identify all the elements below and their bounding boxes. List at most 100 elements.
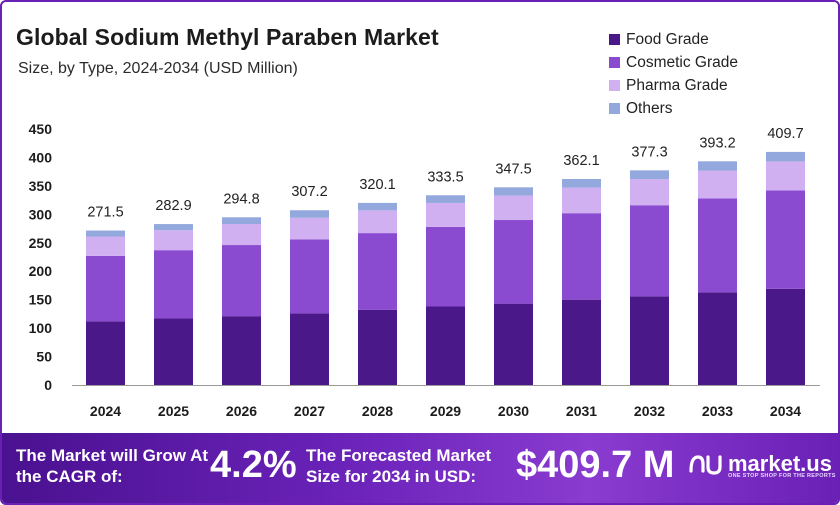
total-label-2027: 307.2	[291, 184, 327, 200]
y-tick-label: 300	[29, 206, 53, 222]
bar-others-2027	[290, 210, 329, 218]
bar-food-grade-2024	[86, 321, 125, 385]
bar-food-grade-2029	[426, 306, 465, 385]
cagr-label: The Market will Grow At the CAGR of:	[16, 446, 209, 486]
y-tick-label: 350	[29, 178, 53, 194]
x-tick-label-2034: 2034	[770, 403, 801, 419]
bar-food-grade-2034	[766, 288, 805, 385]
total-label-2025: 282.9	[155, 198, 191, 214]
bar-others-2029	[426, 195, 465, 203]
bar-cosmetic-grade-2026	[222, 245, 261, 317]
legend-label-cosmetic-grade: Cosmetic Grade	[626, 53, 738, 71]
total-label-2029: 333.5	[427, 169, 463, 185]
bar-pharma-grade-2030	[494, 195, 533, 221]
bar-pharma-grade-2033	[698, 170, 737, 199]
bar-others-2026	[222, 217, 261, 225]
bar-cosmetic-grade-2024	[86, 255, 125, 322]
bar-cosmetic-grade-2028	[358, 233, 397, 310]
bar-others-2030	[494, 187, 533, 196]
x-tick-label-2028: 2028	[362, 403, 393, 419]
brand-tagline: ONE STOP SHOP FOR THE REPORTS	[728, 473, 836, 479]
legend-label-pharma-grade: Pharma Grade	[626, 76, 728, 94]
y-tick-label: 100	[29, 320, 53, 336]
bar-food-grade-2027	[290, 313, 329, 385]
legend-item-food-grade: Food Grade	[609, 28, 738, 51]
total-label-2031: 362.1	[563, 153, 599, 169]
bar-food-grade-2030	[494, 303, 533, 385]
x-tick-label-2033: 2033	[702, 403, 733, 419]
legend-label-food-grade: Food Grade	[626, 30, 709, 48]
x-tick-label-2025: 2025	[158, 403, 189, 419]
bar-food-grade-2033	[698, 292, 737, 385]
bar-others-2031	[562, 179, 601, 188]
total-label-2033: 393.2	[699, 135, 735, 151]
bar-food-grade-2028	[358, 309, 397, 385]
bar-cosmetic-grade-2029	[426, 226, 465, 307]
y-tick-label: 200	[29, 263, 53, 279]
x-tick-label-2032: 2032	[634, 403, 665, 419]
total-label-2034: 409.7	[767, 126, 803, 142]
x-tick-label-2029: 2029	[430, 403, 461, 419]
legend-swatch-others	[609, 103, 620, 114]
total-label-2032: 377.3	[631, 144, 667, 160]
bar-food-grade-2032	[630, 296, 669, 385]
y-axis-labels: 0 50 100 150 200 250 300 350 400 450	[29, 121, 53, 393]
brand-logo-group[interactable]: market.us	[688, 449, 832, 479]
bar-pharma-grade-2028	[358, 210, 397, 234]
bar-pharma-grade-2027	[290, 217, 329, 240]
bar-others-2028	[358, 202, 397, 211]
bar-others-2025	[154, 224, 193, 231]
bar-cosmetic-grade-2027	[290, 239, 329, 314]
legend-item-others: Others	[609, 97, 738, 120]
bar-cosmetic-grade-2025	[154, 250, 193, 319]
bar-others-2032	[630, 170, 669, 180]
legend-swatch-pharma-grade	[609, 80, 620, 91]
bar-pharma-grade-2026	[222, 224, 261, 246]
y-tick-label: 0	[44, 377, 52, 393]
legend-swatch-food-grade	[609, 34, 620, 45]
y-tick-label: 400	[29, 149, 53, 165]
bar-cosmetic-grade-2033	[698, 198, 737, 293]
x-tick-label-2030: 2030	[498, 403, 529, 419]
bar-others-2024	[86, 230, 125, 237]
total-label-2026: 294.8	[223, 191, 259, 207]
footer-banner: The Market will Grow At the CAGR of: 4.2…	[2, 433, 838, 503]
bars	[86, 151, 805, 385]
chart-legend: Food Grade Cosmetic Grade Pharma Grade O…	[609, 28, 738, 120]
y-tick-label: 50	[36, 349, 52, 365]
bar-food-grade-2031	[562, 299, 601, 385]
x-tick-label-2026: 2026	[226, 403, 257, 419]
bar-pharma-grade-2025	[154, 230, 193, 251]
cagr-value: 4.2%	[210, 444, 297, 486]
brand-name: market.us	[728, 451, 832, 476]
total-label-2028: 320.1	[359, 177, 395, 193]
total-label-2024: 271.5	[87, 205, 123, 221]
bar-pharma-grade-2032	[630, 179, 669, 206]
bar-food-grade-2026	[222, 316, 261, 385]
bar-cosmetic-grade-2030	[494, 220, 533, 304]
chart-subtitle: Size, by Type, 2024-2034 (USD Million)	[18, 60, 298, 77]
x-tick-label-2027: 2027	[294, 403, 325, 419]
forecast-value: $409.7 M	[516, 444, 675, 486]
bar-pharma-grade-2029	[426, 202, 465, 227]
bar-cosmetic-grade-2032	[630, 205, 669, 297]
y-tick-label: 250	[29, 235, 53, 251]
forecast-label: The Forecasted Market Size for 2034 in U…	[306, 446, 492, 486]
x-tick-label-2031: 2031	[566, 403, 597, 419]
y-tick-label: 150	[29, 292, 53, 308]
bar-others-2033	[698, 161, 737, 171]
stacked-bar-chart: 0 50 100 150 200 250 300 350 400 450 271.5 282.9 29…	[29, 121, 820, 419]
market-us-logo-icon	[689, 455, 722, 475]
y-tick-label: 450	[29, 121, 53, 137]
legend-label-others: Others	[626, 99, 673, 117]
x-axis-labels: 2024 2025 2026 2027 2028 2029 2030 2031 2032 2033…	[90, 403, 801, 419]
bar-pharma-grade-2024	[86, 236, 125, 256]
legend-swatch-cosmetic-grade	[609, 57, 620, 68]
bar-food-grade-2025	[154, 318, 193, 385]
legend-item-pharma-grade: Pharma Grade	[609, 74, 738, 97]
bar-cosmetic-grade-2034	[766, 190, 805, 289]
total-labels: 271.5 282.9 294.8 307.2 320.1 333.5 347.5 362.1…	[87, 126, 803, 221]
total-label-2030: 347.5	[495, 161, 531, 177]
bar-cosmetic-grade-2031	[562, 213, 601, 300]
